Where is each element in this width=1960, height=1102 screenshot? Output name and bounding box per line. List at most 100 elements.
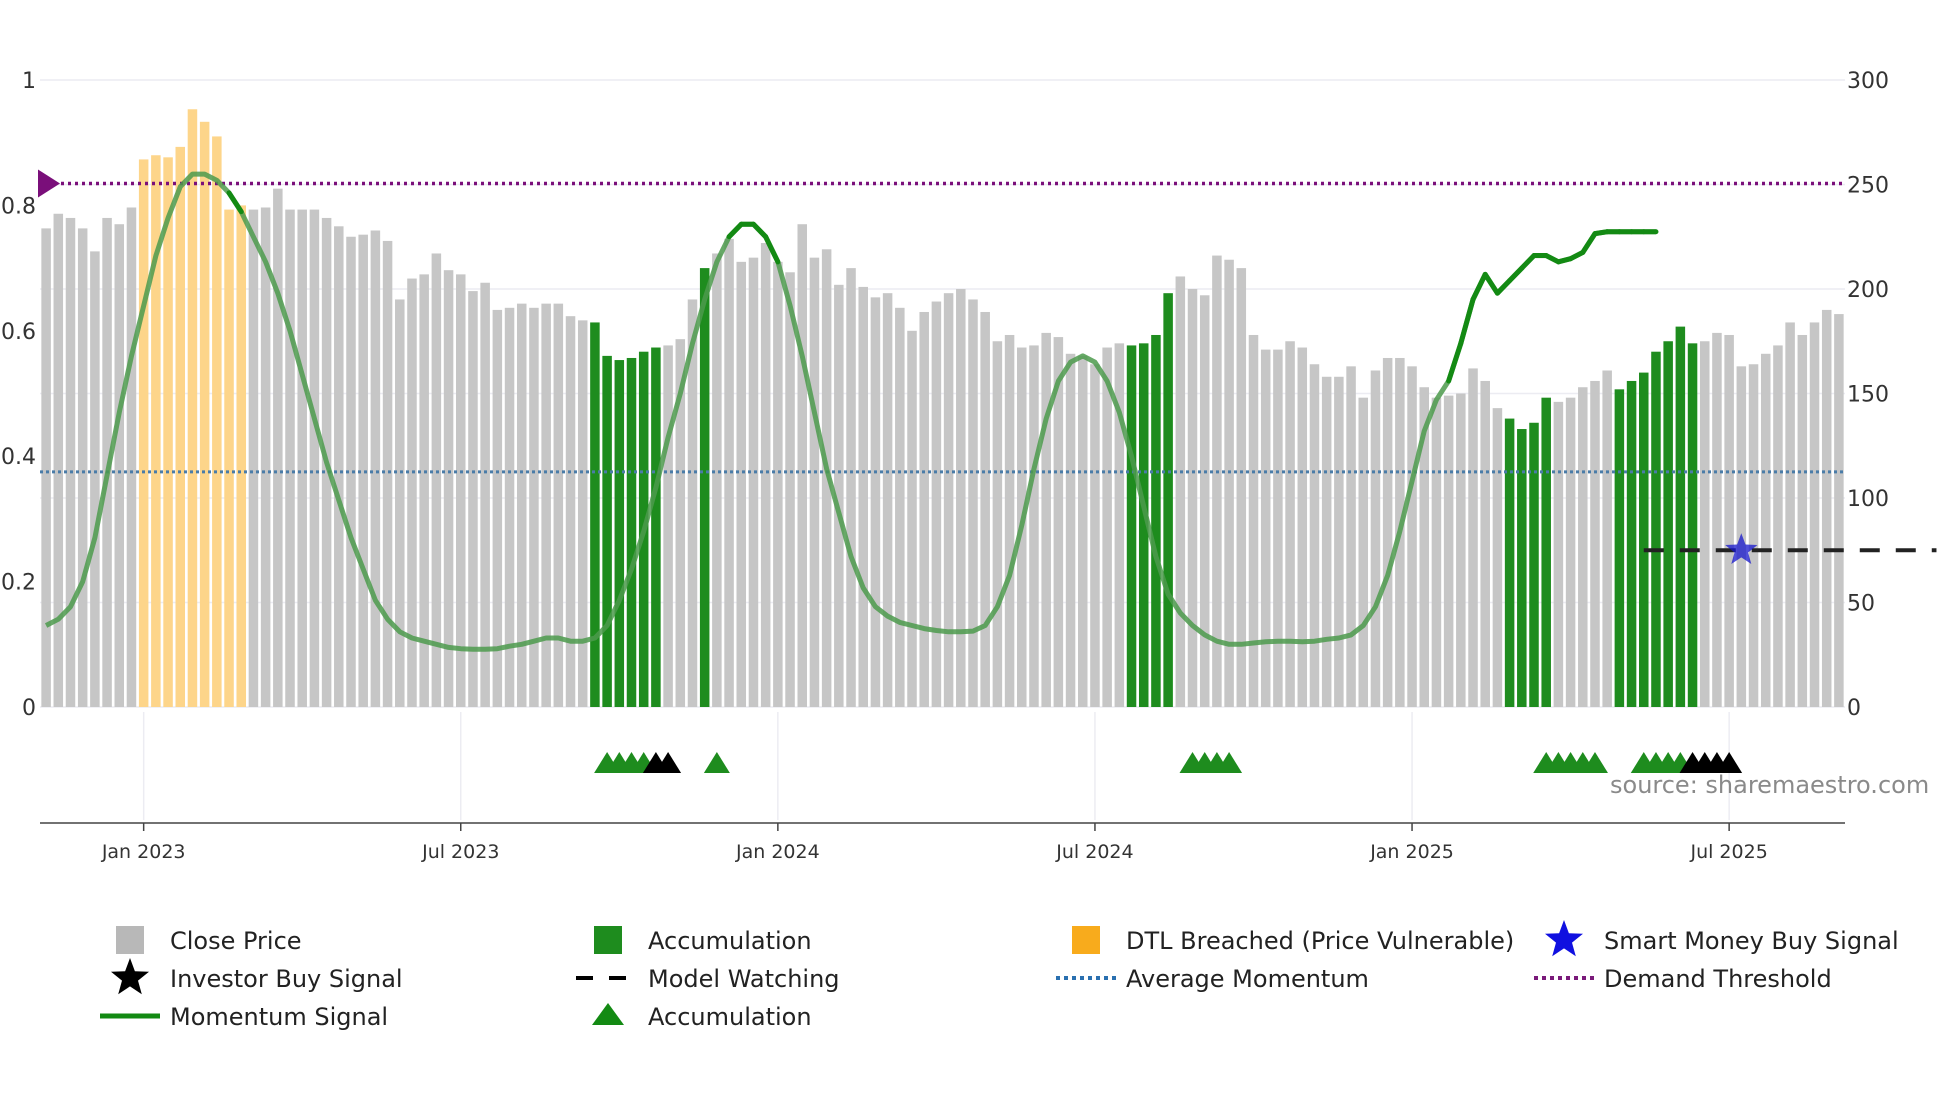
close-price-bar: [870, 297, 881, 707]
close-price-bar: [1834, 314, 1844, 707]
investor-buy-marker-triangle: [1716, 752, 1743, 773]
close-price-bar: [1602, 370, 1612, 707]
close-price-bar: [419, 274, 429, 707]
close-price-bar: [53, 213, 64, 707]
close-price-bars: [41, 109, 1844, 708]
close-price-bar: [199, 121, 210, 708]
y-right-tick-label: 50: [1847, 592, 1875, 617]
accumulation-marker-triangle: [1216, 752, 1243, 773]
close-price-bar: [1468, 368, 1478, 707]
close-price-bar: [1614, 389, 1625, 707]
close-price-bar: [1578, 387, 1588, 707]
close-price-bar: [1797, 334, 1808, 707]
close-price-bar: [273, 188, 283, 707]
close-price-bar: [1553, 401, 1564, 707]
momentum-signal-strong-segment: [1458, 296, 1476, 346]
close-price-bar: [1346, 366, 1356, 707]
close-price-bar: [1004, 334, 1015, 707]
close-price-bar: [1321, 376, 1332, 707]
close-price-bar: [334, 226, 344, 708]
close-price-bar: [1029, 345, 1039, 707]
close-price-bar: [687, 299, 698, 707]
y-right-tick-label: 300: [1847, 69, 1889, 94]
legend-label: Momentum Signal: [170, 1003, 388, 1031]
close-price-bar: [1126, 345, 1137, 707]
close-price-bar: [834, 284, 844, 707]
legend-label: Close Price: [170, 927, 302, 955]
close-price-bar: [1041, 332, 1051, 707]
close-price-bar: [895, 307, 905, 707]
close-price-bar: [675, 339, 686, 707]
close-price-bar: [175, 146, 186, 707]
close-price-bar: [553, 303, 564, 707]
close-price-bar: [1187, 289, 1198, 707]
y-right-tick-label: 250: [1847, 174, 1889, 199]
close-price-bar: [797, 224, 808, 707]
close-price-bar: [541, 303, 551, 707]
close-price-bar: [1273, 349, 1283, 707]
close-price-bar: [980, 311, 990, 707]
close-price-bar: [1151, 334, 1161, 707]
close-price-bar: [297, 209, 307, 707]
close-price-bar: [1358, 397, 1369, 707]
close-price-bar: [736, 261, 747, 707]
close-price-bar: [480, 282, 490, 707]
legend-label: DTL Breached (Price Vulnerable): [1126, 927, 1514, 955]
close-price-bar: [1639, 372, 1649, 707]
momentum-signal-strong-segment: [750, 221, 769, 240]
close-price-bar: [846, 268, 856, 707]
close-price-bar: [65, 217, 76, 707]
close-price-bar: [358, 234, 368, 707]
close-price-bar: [992, 341, 1003, 707]
close-price-bar: [1175, 276, 1186, 707]
close-price-bar: [492, 309, 503, 707]
close-price-bar: [346, 236, 356, 707]
close-price-bar: [248, 209, 259, 707]
legend-swatch-square: [1072, 926, 1100, 954]
legend-swatch-star: [1545, 920, 1583, 957]
x-tick-label: Jan 2024: [735, 841, 820, 863]
close-price-bar: [309, 209, 320, 707]
close-price-bar: [370, 230, 381, 708]
x-tick-label: Jan 2023: [101, 841, 186, 863]
y-left-tick-label: 0.6: [1, 320, 36, 345]
legend-label: Demand Threshold: [1604, 965, 1832, 993]
close-price-bar: [1663, 341, 1673, 707]
close-price-bar: [407, 278, 417, 707]
y-left-tick-label: 1: [22, 69, 36, 94]
close-price-bar: [1382, 357, 1393, 707]
close-price-bar: [1760, 353, 1771, 707]
close-price-bar: [699, 268, 710, 707]
close-price-bar: [1492, 408, 1503, 707]
close-price-bar: [1675, 326, 1686, 707]
y-left-tick-label: 0.8: [1, 194, 36, 219]
close-price-bar: [1334, 376, 1344, 707]
close-price-bar: [651, 347, 661, 707]
close-price-bar: [1456, 393, 1466, 707]
close-price-bar: [1309, 364, 1320, 707]
close-price-bar: [1687, 343, 1698, 707]
close-price-bar: [1053, 337, 1064, 707]
legend-swatch-square: [594, 926, 622, 954]
y-left-tick-label: 0.2: [1, 571, 36, 596]
close-price-bar: [1102, 347, 1112, 707]
close-price-bar: [1712, 332, 1722, 707]
close-price-bar: [748, 257, 759, 707]
close-price-bar: [1138, 343, 1149, 707]
close-price-bar: [931, 301, 942, 707]
momentum-signal-strong-segment: [1482, 271, 1500, 296]
legend-label: Accumulation: [648, 927, 812, 955]
close-price-bar: [1480, 380, 1490, 707]
investor-buy-marker-triangle: [655, 752, 682, 773]
close-price-bar: [614, 360, 625, 707]
close-price-bar: [126, 207, 137, 708]
close-price-bar: [260, 207, 271, 708]
close-price-bar: [1285, 341, 1295, 707]
x-axis: Jan 2023 Jul 2023 Jan 2024 Jul 2024 Jan 2025…: [40, 822, 1845, 863]
x-tick-label: Jul 2024: [1055, 841, 1133, 863]
demand-threshold-marker: [38, 169, 60, 198]
close-price-bar: [236, 205, 246, 707]
close-price-bar: [968, 299, 978, 707]
close-price-bar: [809, 257, 820, 707]
close-price-bar: [1114, 343, 1125, 707]
